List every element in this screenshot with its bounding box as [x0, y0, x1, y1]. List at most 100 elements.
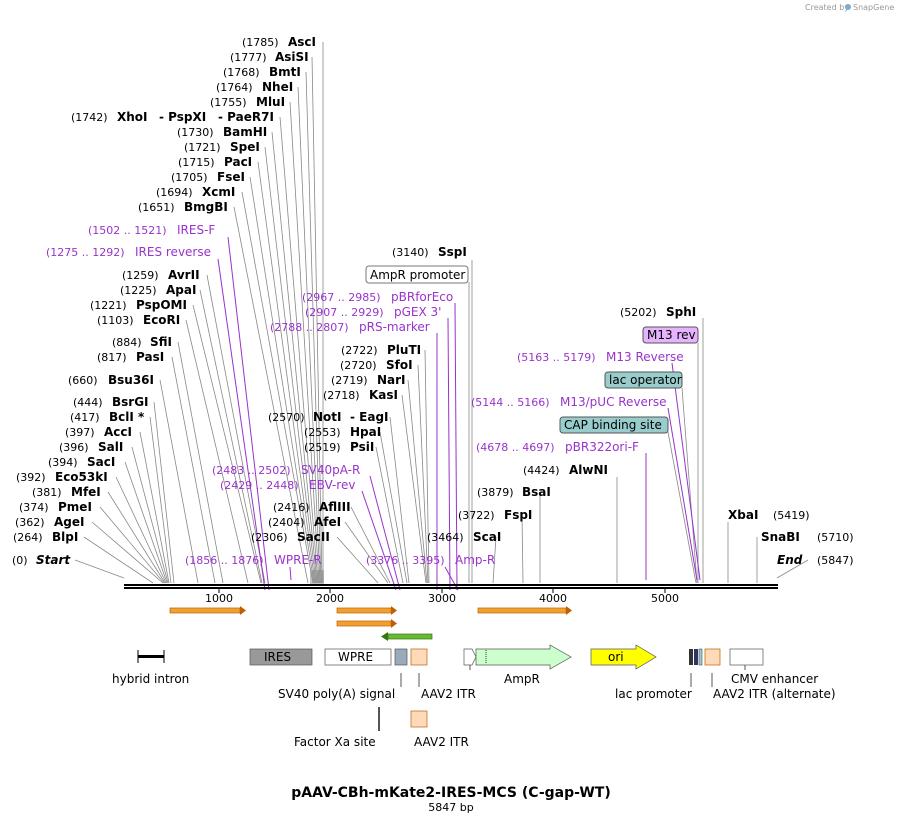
site-pos: (1705)	[171, 171, 208, 184]
primer-name: IRES reverse	[135, 245, 211, 259]
feature-label: ori	[608, 650, 624, 664]
feature-label: AmpR	[504, 672, 540, 686]
site-name: AccI	[104, 425, 132, 439]
primer-name: Amp-R	[455, 553, 495, 567]
site-name: XhoI	[117, 110, 148, 124]
site-pos: (884)	[112, 336, 142, 349]
site-pos: (817)	[97, 351, 127, 364]
map-title: pAAV-CBh-mKate2-IRES-MCS (C-gap-WT) 5847…	[291, 785, 610, 814]
site-name: BsrGI	[112, 395, 149, 409]
site-pos: (2722)	[341, 344, 378, 357]
site-name: AvrII	[168, 268, 200, 282]
site-pos: (2553)	[304, 426, 341, 439]
site-name: SfoI	[386, 358, 413, 372]
site-pos: (374)	[19, 501, 49, 514]
site-pos: (3722)	[458, 509, 495, 522]
site-name: BlpI	[52, 530, 78, 544]
site-name: SalI	[98, 440, 123, 454]
site-name: SacI	[87, 455, 115, 469]
tick-label: 1000	[205, 592, 233, 605]
primer-name: pRS-marker	[359, 320, 430, 334]
site-name: Start	[36, 553, 71, 567]
site-name: AscI	[288, 35, 316, 49]
site-name: PsiI	[350, 440, 374, 454]
primer-pos: (1275 .. 1292)	[46, 246, 125, 259]
site-name: AflIII	[319, 500, 351, 514]
sv40-shape	[394, 648, 408, 666]
site-name: PluTI	[387, 343, 421, 357]
site-name: - PspXI	[159, 110, 206, 124]
tick-label: 3000	[428, 592, 456, 605]
site-pos: (1730)	[177, 126, 214, 139]
site-pos: (1694)	[156, 186, 193, 199]
site-connectors	[74, 42, 809, 584]
primer-name: pGEX 3'	[394, 305, 441, 319]
site-pos: (2720)	[340, 359, 377, 372]
site-name: XcmI	[202, 185, 235, 199]
site-pos: (392)	[16, 471, 46, 484]
ampr-shape	[475, 644, 572, 670]
primer-name: EBV-rev	[309, 478, 355, 492]
primer-pos: (2967 .. 2985)	[302, 291, 381, 304]
site-labels: (1785) AscI (1777) AsiSI (1768) BmtI (1764)…	[12, 35, 854, 567]
site-name: ScaI	[473, 530, 501, 544]
backbone	[124, 570, 778, 589]
site-pos: (1777)	[230, 51, 267, 64]
site-pos: (0)	[12, 554, 28, 567]
site-name: SfiI	[150, 335, 172, 349]
aav2-itr-2-shape	[410, 710, 428, 728]
site-pos: (417)	[70, 411, 100, 424]
credit-brand: SnapGene	[853, 3, 894, 12]
primer-pos: (2483 .. 2502)	[212, 464, 291, 477]
wpre-shape	[324, 648, 392, 666]
primer-pos: (3376 .. 3395)	[366, 554, 445, 567]
site-name: FseI	[217, 170, 245, 184]
primer-connectors	[217, 236, 701, 591]
cmv-enhancer-shape	[729, 648, 764, 666]
site-pos: (444)	[73, 396, 103, 409]
site-pos: (397)	[65, 426, 95, 439]
site-pos: (1259)	[122, 269, 159, 282]
site-pos: (1742)	[71, 111, 108, 124]
site-name: - PaeR7I	[218, 110, 274, 124]
site-name: BsaI	[522, 485, 551, 499]
site-name: AgeI	[54, 515, 84, 529]
site-name: BmgBI	[184, 200, 228, 214]
factor-xa-shape	[378, 707, 380, 731]
primer-name: SV40pA-R	[301, 463, 360, 477]
ampr-promoter-shape	[463, 648, 477, 666]
credit-text: Created by	[805, 3, 849, 12]
primer-pos: (1856 .. 1876)	[185, 554, 264, 567]
site-pos: (396)	[59, 441, 89, 454]
plasmid-title: pAAV-CBh-mKate2-IRES-MCS (C-gap-WT)	[291, 785, 610, 801]
feature-label: AAV2 ITR	[414, 735, 469, 749]
site-pos: (1755)	[210, 96, 247, 109]
boxed-label: lac operator	[609, 373, 682, 387]
boxed-label: CAP binding site	[564, 418, 662, 432]
ires-shape	[249, 648, 313, 666]
feature-label: SV40 poly(A) signal	[278, 687, 395, 701]
site-pos: (1721)	[184, 141, 221, 154]
site-pos: (3464)	[427, 531, 464, 544]
feature-label: hybrid intron	[112, 672, 189, 686]
primer-name: M13/pUC Reverse	[560, 395, 667, 409]
site-name: AsiSI	[275, 50, 309, 64]
ori-shape	[590, 644, 657, 670]
site-pos: (3140)	[392, 246, 429, 259]
site-name: PacI	[224, 155, 252, 169]
tick-label: 2000	[316, 592, 344, 605]
plasmid-length: 5847 bp	[428, 801, 473, 814]
primer-name: WPRE-R	[274, 553, 322, 567]
primer-pos: (2429 .. 2448)	[220, 479, 299, 492]
site-name: HpaI	[350, 425, 381, 439]
hybrid-intron-shape	[138, 655, 164, 658]
site-pos: (660)	[68, 374, 98, 387]
aav2-itr-shape	[410, 648, 428, 666]
boxed-label: M13 rev	[647, 328, 696, 342]
primer-name: IRES-F	[177, 223, 215, 237]
site-name: XbaI	[728, 508, 758, 522]
site-pos: (1715)	[178, 156, 215, 169]
site-name: SphI	[666, 305, 696, 319]
site-pos: (5710)	[817, 531, 854, 544]
